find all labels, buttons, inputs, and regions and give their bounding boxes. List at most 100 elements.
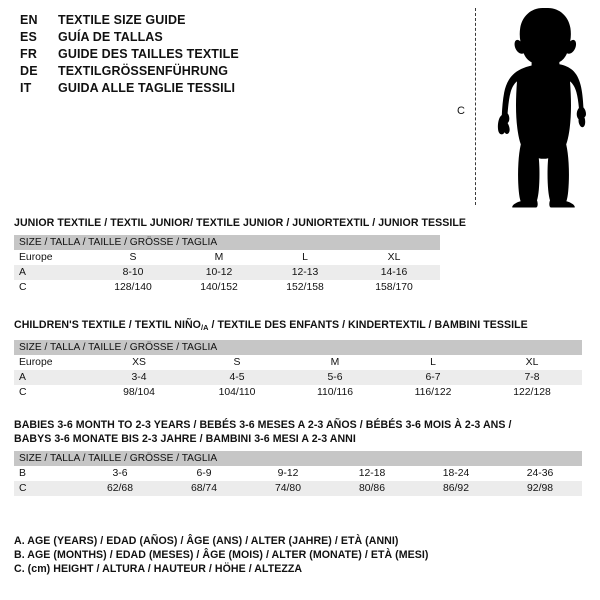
table-cell: 7-8: [482, 370, 583, 385]
table-cell: S: [188, 355, 286, 370]
language-row-es: ES GUÍA DE TALLAS: [20, 30, 440, 47]
language-code: IT: [20, 81, 32, 95]
section-title-children: CHILDREN'S TEXTILE / TEXTIL NIÑO/A / TEX…: [14, 318, 582, 335]
language-title: GUIDE DES TAILLES TEXTILE: [58, 47, 239, 61]
table-cell: 6-7: [384, 370, 482, 385]
table-junior-sizes: SIZE / TALLA / TAILLE / GRÖSSE / TAGLIA …: [14, 235, 441, 295]
table-cell: M: [176, 250, 262, 265]
table-cell: 12-18: [330, 466, 414, 481]
table-cell: 8-10: [90, 265, 176, 280]
table-band-header-row: SIZE / TALLA / TAILLE / GRÖSSE / TAGLIA: [14, 340, 583, 355]
section-title-children-post: / TEXTILE DES ENFANTS / KINDERTEXTIL / B…: [208, 319, 528, 331]
table-row: B 3-6 6-9 9-12 12-18 18-24 24-36: [14, 466, 583, 481]
table-cell: 10-12: [176, 265, 262, 280]
table-cell: 152/158: [262, 280, 348, 295]
table-cell: 4-5: [188, 370, 286, 385]
height-dashed-line-icon: [475, 8, 476, 205]
table-cell: 122/128: [482, 385, 583, 400]
table-cell: 128/140: [90, 280, 176, 295]
legend-line-a: A. AGE (YEARS) / EDAD (AÑOS) / ÂGE (ANS)…: [14, 535, 399, 547]
table-cell: 24-36: [498, 466, 583, 481]
table-cell: 158/170: [348, 280, 441, 295]
language-row-it: IT GUIDA ALLE TAGLIE TESSILI: [20, 81, 440, 98]
band-header-text: SIZE / TALLA / TAILLE / GRÖSSE / TAGLIA: [19, 453, 218, 464]
language-title-block: EN TEXTILE SIZE GUIDE ES GUÍA DE TALLAS …: [20, 13, 440, 98]
table-cell: 140/152: [176, 280, 262, 295]
row-label: Europe: [14, 355, 90, 370]
table-cell: 98/104: [90, 385, 188, 400]
language-row-en: EN TEXTILE SIZE GUIDE: [20, 13, 440, 30]
height-measurement-figure: C: [448, 0, 600, 212]
language-title: GUIDA ALLE TAGLIE TESSILI: [58, 81, 236, 95]
language-title: GUÍA DE TALLAS: [58, 30, 163, 44]
table-cell: M: [286, 355, 384, 370]
table-cell: 3-4: [90, 370, 188, 385]
table-cell: 80/86: [330, 481, 414, 496]
table-babies-sizes: SIZE / TALLA / TAILLE / GRÖSSE / TAGLIA …: [14, 451, 583, 496]
row-label: Europe: [14, 250, 90, 265]
table-row: A 8-10 10-12 12-13 14-16: [14, 265, 441, 280]
row-label: C: [14, 481, 78, 496]
section-childrens-textile: CHILDREN'S TEXTILE / TEXTIL NIÑO/A / TEX…: [14, 318, 583, 400]
table-row: C 128/140 140/152 152/158 158/170: [14, 280, 441, 295]
table-band-header-row: SIZE / TALLA / TAILLE / GRÖSSE / TAGLIA: [14, 451, 583, 466]
table-row: A 3-4 4-5 5-6 6-7 7-8: [14, 370, 583, 385]
table-band-header-row: SIZE / TALLA / TAILLE / GRÖSSE / TAGLIA: [14, 235, 441, 250]
table-cell: 92/98: [498, 481, 583, 496]
toddler-silhouette-icon: [497, 8, 586, 208]
table-row: C 62/68 68/74 74/80 80/86 86/92 92/98: [14, 481, 583, 496]
table-cell: XL: [348, 250, 441, 265]
table-cell: XS: [90, 355, 188, 370]
table-cell: 68/74: [162, 481, 246, 496]
language-title: TEXTILGRÖSSENFÜHRUNG: [58, 64, 229, 78]
language-code: DE: [20, 64, 38, 78]
language-title: TEXTILE SIZE GUIDE: [58, 13, 186, 27]
table-row: C 98/104 104/110 110/116 116/122 122/128: [14, 385, 583, 400]
table-cell: 86/92: [414, 481, 498, 496]
band-header-cell: SIZE / TALLA / TAILLE / GRÖSSE / TAGLIA: [14, 235, 441, 250]
row-label: A: [14, 370, 90, 385]
legend-line-c: C. (cm) HEIGHT / ALTURA / HAUTEUR / HÖHE…: [14, 563, 303, 575]
row-label: C: [14, 280, 90, 295]
measurement-legend: A. AGE (YEARS) / EDAD (AÑOS) / ÂGE (ANS)…: [14, 534, 514, 576]
table-cell: 116/122: [384, 385, 482, 400]
table-cell: 62/68: [78, 481, 162, 496]
table-cell: 3-6: [78, 466, 162, 481]
legend-line-b: B. AGE (MONTHS) / EDAD (MESES) / ÂGE (MO…: [14, 549, 429, 561]
table-cell: 6-9: [162, 466, 246, 481]
row-label: A: [14, 265, 90, 280]
table-cell: L: [384, 355, 482, 370]
table-cell: 74/80: [246, 481, 330, 496]
table-children-sizes: SIZE / TALLA / TAILLE / GRÖSSE / TAGLIA …: [14, 340, 583, 400]
section-title-junior: JUNIOR TEXTILE / TEXTIL JUNIOR/ TEXTILE …: [14, 217, 467, 229]
table-cell: L: [262, 250, 348, 265]
table-cell: XL: [482, 355, 583, 370]
table-cell: 104/110: [188, 385, 286, 400]
language-row-fr: FR GUIDE DES TAILLES TEXTILE: [20, 47, 440, 64]
band-header-text: SIZE / TALLA / TAILLE / GRÖSSE / TAGLIA: [19, 237, 218, 248]
language-code: FR: [20, 47, 38, 61]
section-junior-textile: JUNIOR TEXTILE / TEXTIL JUNIOR/ TEXTILE …: [14, 216, 467, 295]
section-title-babies-line1: BABIES 3-6 MONTH TO 2-3 YEARS / BEBÉS 3-…: [14, 419, 512, 431]
section-title-babies-line2: BABYS 3-6 MONATE BIS 2-3 JAHRE / BAMBINI…: [14, 433, 356, 445]
section-title-children-pre: CHILDREN'S TEXTILE / TEXTIL NIÑO: [14, 319, 201, 331]
table-row: Europe XS S M L XL: [14, 355, 583, 370]
table-cell: 110/116: [286, 385, 384, 400]
table-cell: 5-6: [286, 370, 384, 385]
section-title-children-sub: /A: [200, 323, 209, 332]
language-code: EN: [20, 13, 38, 27]
band-header-cell: SIZE / TALLA / TAILLE / GRÖSSE / TAGLIA: [14, 340, 583, 355]
language-row-de: DE TEXTILGRÖSSENFÜHRUNG: [20, 64, 440, 81]
table-cell: 14-16: [348, 265, 441, 280]
table-row: Europe S M L XL: [14, 250, 441, 265]
table-cell: 12-13: [262, 265, 348, 280]
language-code: ES: [20, 30, 38, 44]
height-measure-label: C: [457, 105, 465, 117]
row-label: C: [14, 385, 90, 400]
row-label: B: [14, 466, 78, 481]
table-cell: 18-24: [414, 466, 498, 481]
section-babies-textile: BABIES 3-6 MONTH TO 2-3 YEARS / BEBÉS 3-…: [14, 418, 583, 496]
band-header-cell: SIZE / TALLA / TAILLE / GRÖSSE / TAGLIA: [14, 451, 583, 466]
table-cell: 9-12: [246, 466, 330, 481]
table-cell: S: [90, 250, 176, 265]
